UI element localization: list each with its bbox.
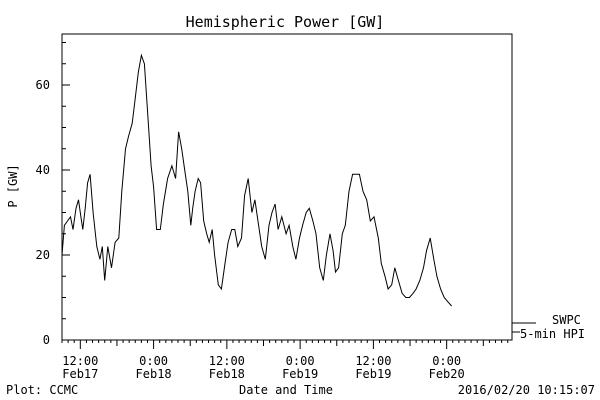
y-axis-label: P [GW] (6, 164, 20, 207)
x-axis-label: Date and Time (239, 383, 333, 397)
x-tick-label: 12:00 (355, 354, 391, 368)
series-line-hemispheric-power (61, 53, 452, 307)
x-axis: 12:00Feb170:00Feb1812:00Feb180:00Feb1912… (61, 340, 509, 381)
x-tick-label: 0:00 (286, 354, 315, 368)
x-tick-label: 12:00 (62, 354, 98, 368)
chart-title: Hemispheric Power [GW] (186, 13, 385, 31)
x-tick-label: Feb19 (355, 367, 391, 381)
x-tick-label: Feb17 (62, 367, 98, 381)
y-tick-label: 0 (43, 333, 50, 347)
x-tick-label: Feb18 (136, 367, 172, 381)
x-tick-label: Feb18 (209, 367, 245, 381)
timestamp: 2016/02/20 10:15:07 (458, 383, 595, 397)
swpc-ref-label: SWPC (552, 313, 581, 327)
x-tick-label: 0:00 (139, 354, 168, 368)
plot-source: Plot: CCMC (6, 383, 78, 397)
y-tick-label: 20 (36, 248, 50, 262)
x-tick-label: 12:00 (209, 354, 245, 368)
plot-frame (61, 33, 513, 341)
hpi-legend-label: 5-min HPI (520, 327, 585, 341)
x-tick-label: 0:00 (432, 354, 461, 368)
y-tick-label: 60 (36, 78, 50, 92)
y-tick-label: 40 (36, 163, 50, 177)
x-tick-label: Feb19 (282, 367, 318, 381)
x-tick-label: Feb20 (429, 367, 465, 381)
y-axis: 0 20 40 60 (36, 42, 70, 347)
